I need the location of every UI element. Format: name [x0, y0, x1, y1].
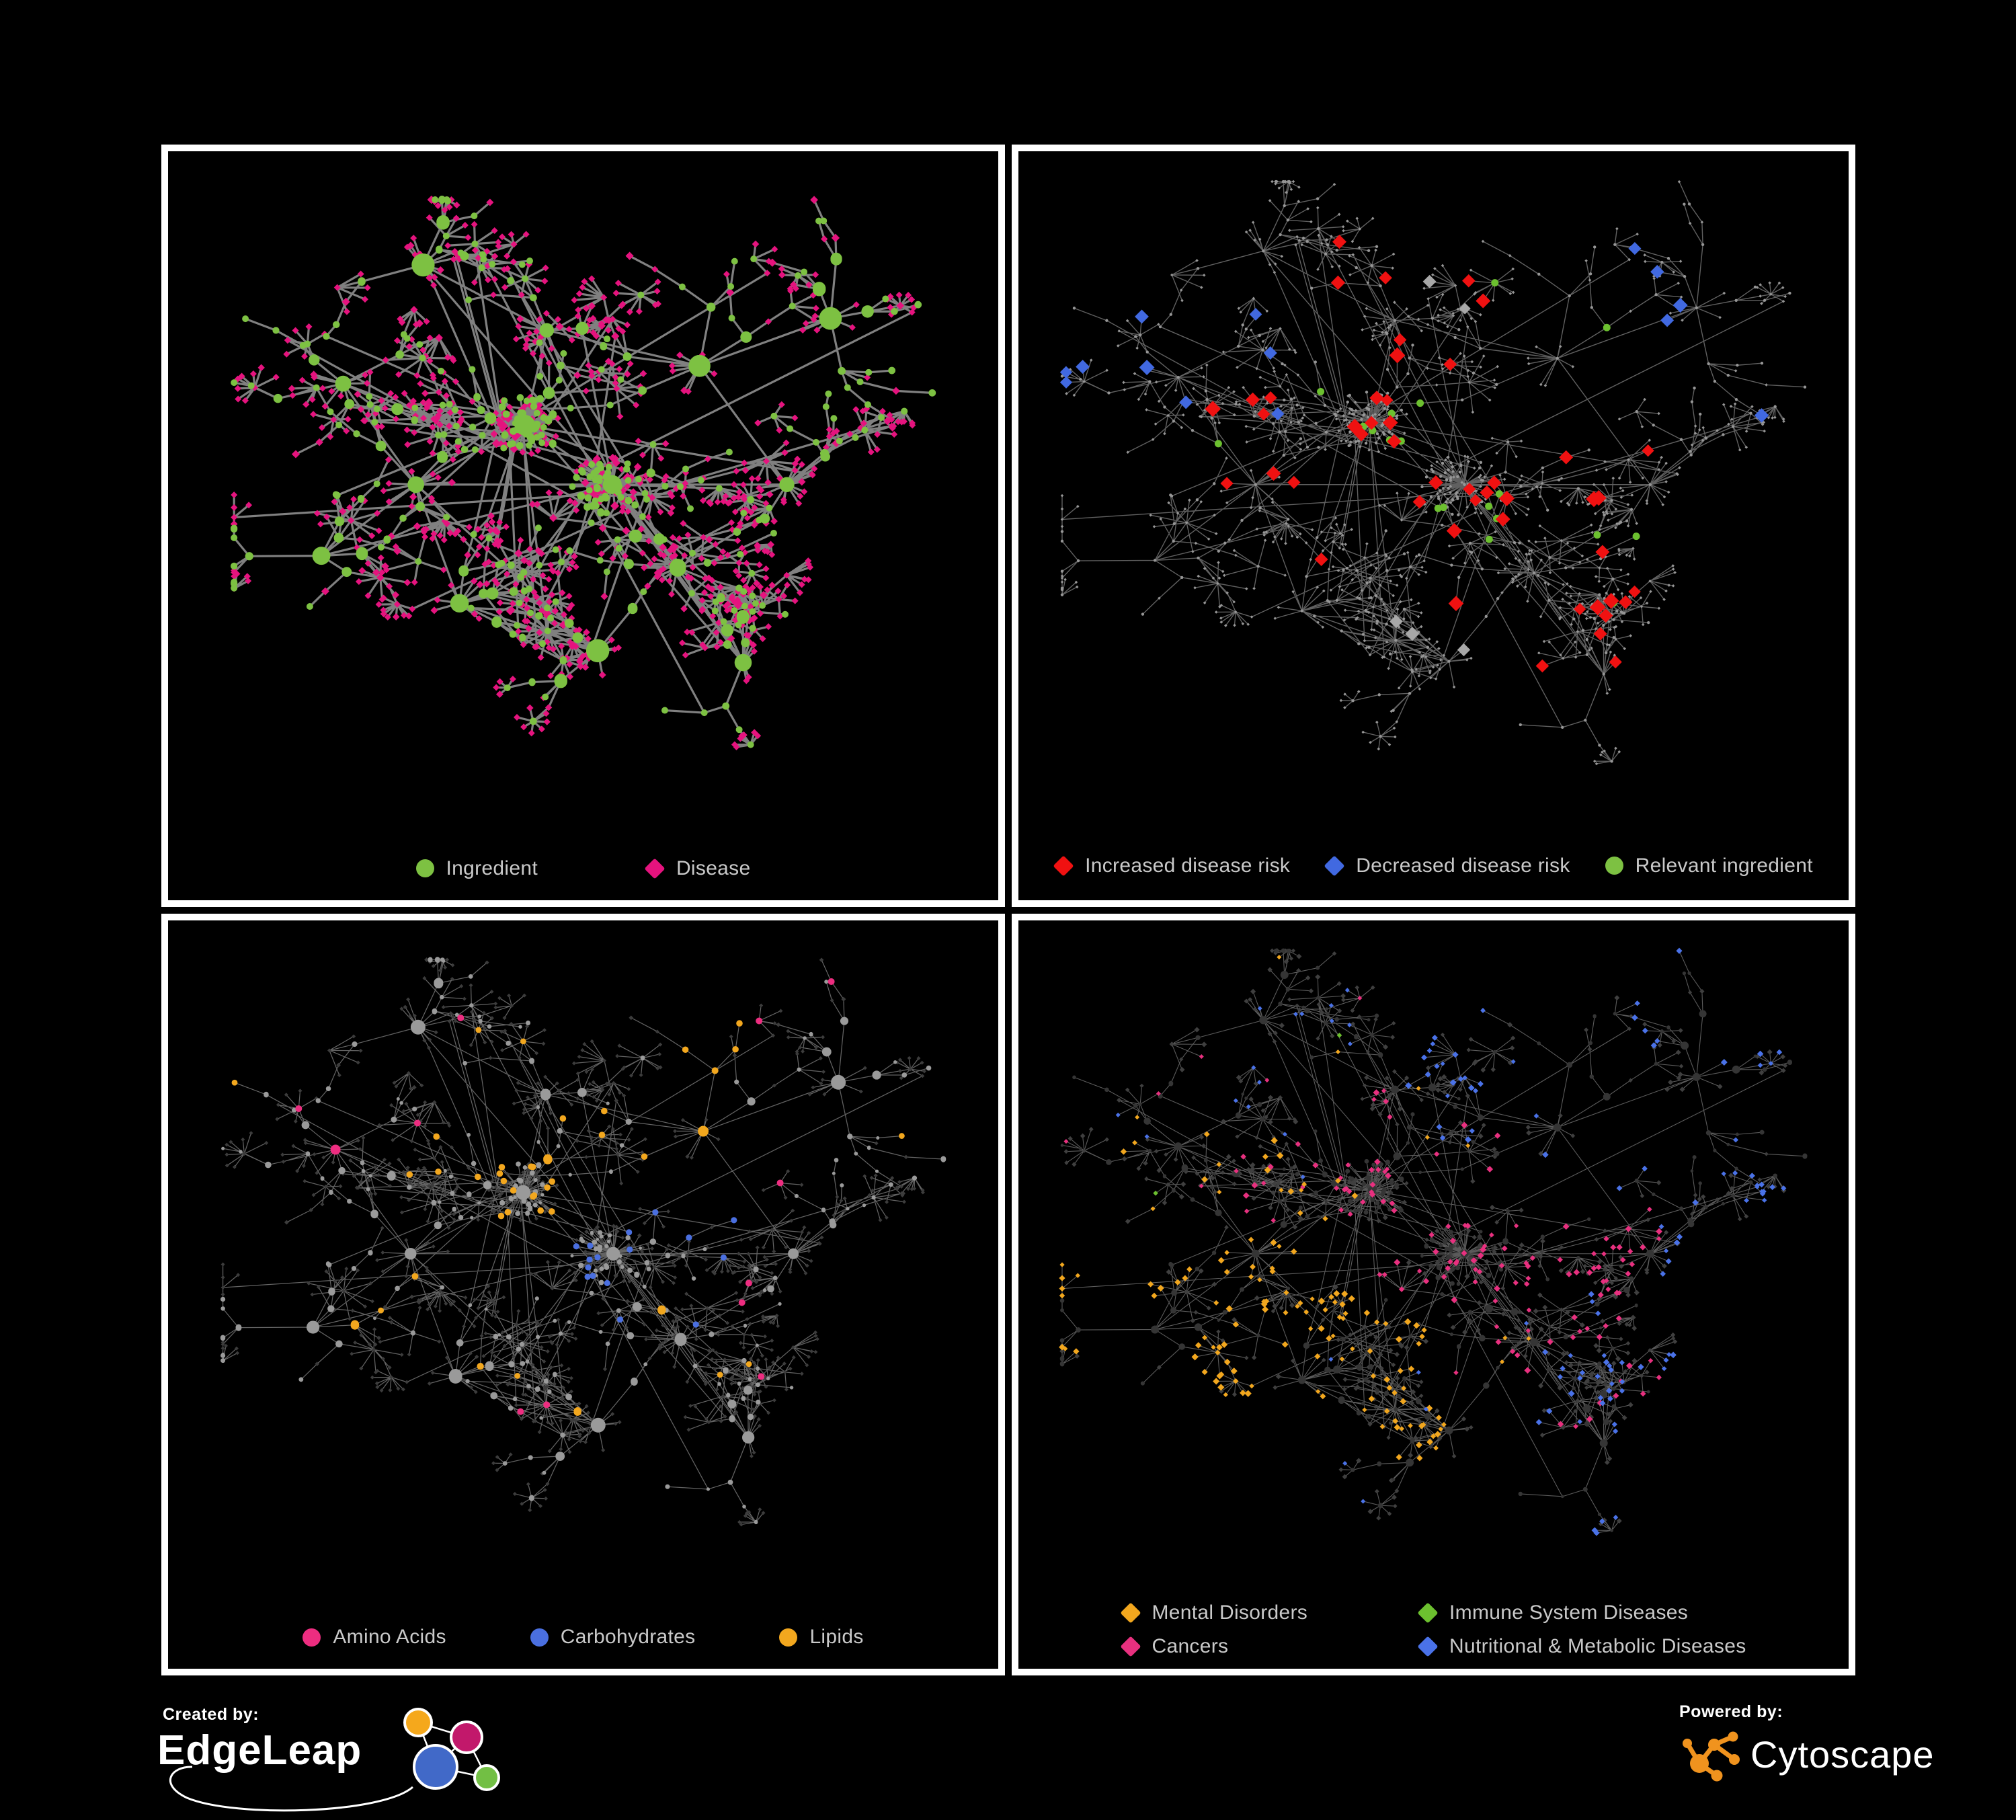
panel-disease-risk: Increased disease risk Decreased disease … — [1012, 145, 1855, 907]
legend-marker-circle — [1605, 857, 1623, 875]
panel-ingredient-disease: Ingredient Disease — [161, 145, 1005, 907]
legend-marker-diamond — [1324, 855, 1345, 877]
network-graph-nutrient-classes — [220, 956, 946, 1526]
created-by-label: Created by: — [163, 1705, 259, 1724]
legend-marker-diamond — [1119, 1602, 1141, 1624]
legend-label: Carbohydrates — [560, 1626, 696, 1648]
legend-marker-circle — [303, 1628, 321, 1647]
edgeleap-node-orange — [403, 1708, 433, 1737]
legend-label: Immune System Diseases — [1449, 1601, 1689, 1624]
legend-nutrient-classes: Amino Acids Carbohydrates Lipids — [168, 1626, 998, 1649]
legend-ingredient-disease: Ingredient Disease — [168, 857, 998, 880]
cytoscape-icon — [1683, 1731, 1740, 1782]
legend-label: Nutritional & Metabolic Diseases — [1449, 1635, 1746, 1657]
legend-item: Nutritional & Metabolic Diseases — [1417, 1635, 1746, 1658]
legend-label: Ingredient — [446, 857, 538, 879]
legend-item: Disease — [644, 857, 751, 880]
legend-item: Increased disease risk — [1053, 854, 1291, 877]
legend-marker-circle — [415, 859, 434, 877]
cytoscape-brand: Cytoscape — [1750, 1733, 1935, 1776]
panel-nutrient-classes: Amino Acids Carbohydrates Lipids — [161, 913, 1005, 1675]
cytoscape-logo: Powered by: Cytosc — [1679, 1702, 1935, 1786]
legend-label: Disease — [676, 857, 751, 879]
network-graph-disease-risk — [1059, 180, 1807, 766]
legend-label: Mental Disorders — [1152, 1601, 1308, 1624]
legend-label: Amino Acids — [333, 1626, 446, 1648]
footer: Created by: EdgeLeap Powered by: — [0, 1675, 2016, 1820]
network-graph-ingredient-disease — [230, 195, 936, 751]
legend-label: Increased disease risk — [1085, 854, 1291, 877]
legend-item: Carbohydrates — [530, 1626, 696, 1649]
powered-by-label: Powered by: — [1679, 1702, 1783, 1721]
legend-marker-diamond — [1053, 855, 1074, 877]
legend-item: Ingredient — [415, 857, 538, 880]
legend-disease-categories: Mental Disorders Immune System Diseases Ca… — [1119, 1601, 1746, 1658]
edgeleap-node-green — [473, 1764, 500, 1791]
legend-item: Lipids — [779, 1626, 863, 1649]
legend-item: Decreased disease risk — [1324, 854, 1570, 877]
legend-marker-diamond — [1417, 1636, 1439, 1657]
legend-label: Lipids — [809, 1626, 864, 1648]
legend-item: Cancers — [1119, 1635, 1229, 1658]
network-graph-disease-categories — [1059, 947, 1808, 1536]
legend-item: Relevant ingredient — [1605, 855, 1813, 877]
legend-label: Cancers — [1152, 1635, 1229, 1657]
legend-item: Mental Disorders — [1119, 1601, 1308, 1624]
edgeleap-node-blue — [413, 1744, 458, 1790]
edgeleap-node-magenta — [450, 1720, 483, 1754]
panel-grid: Ingredient Disease Increased disease risk… — [161, 145, 1855, 1675]
legend-label: Relevant ingredient — [1635, 854, 1813, 877]
panel-disease-categories: Mental Disorders Immune System Diseases Ca… — [1012, 913, 1855, 1675]
edgeleap-brand: EdgeLeap — [157, 1727, 362, 1774]
legend-item: Amino Acids — [303, 1626, 446, 1649]
legend-label: Decreased disease risk — [1356, 854, 1570, 877]
legend-marker-diamond — [644, 857, 666, 879]
legend-item: Immune System Diseases — [1417, 1601, 1689, 1624]
edgeleap-logo: Created by: EdgeLeap — [156, 1702, 532, 1818]
legend-marker-diamond — [1417, 1602, 1439, 1624]
legend-marker-circle — [779, 1628, 798, 1647]
legend-marker-diamond — [1119, 1636, 1141, 1657]
legend-marker-circle — [530, 1628, 549, 1647]
legend-disease-risk: Increased disease risk Decreased disease … — [1018, 855, 1849, 877]
